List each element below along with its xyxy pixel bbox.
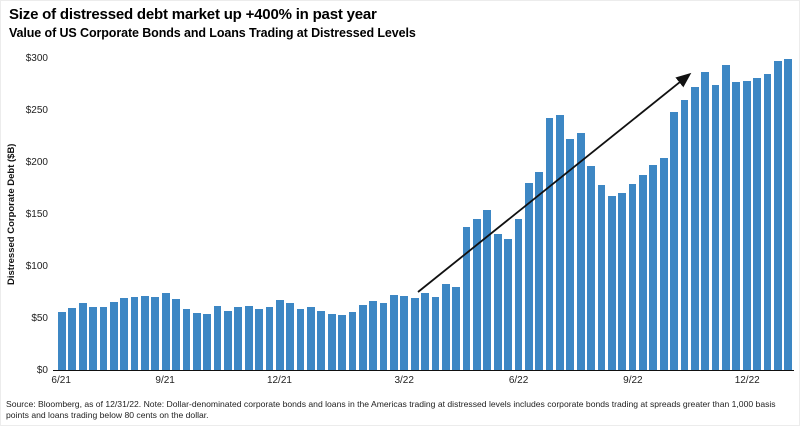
bar xyxy=(732,81,741,370)
trend-arrow-line xyxy=(417,72,692,293)
y-tick-label: $200 xyxy=(25,156,48,168)
bar xyxy=(639,174,647,370)
bar xyxy=(307,306,315,370)
bar xyxy=(58,311,66,370)
bar xyxy=(452,286,461,370)
bar xyxy=(680,99,689,370)
bar xyxy=(358,304,367,370)
bar xyxy=(628,183,637,370)
bar xyxy=(742,80,751,370)
y-tick-label: $100 xyxy=(25,260,48,272)
bar xyxy=(369,301,378,370)
plot-area: 6/21 9/21 12/21 3/22 6/22 9/22 12/22 xyxy=(51,58,794,386)
bar xyxy=(535,172,544,370)
bar xyxy=(587,166,595,370)
bar xyxy=(213,305,222,370)
bar xyxy=(275,300,284,370)
bar xyxy=(99,306,108,370)
y-tick-label: $0 xyxy=(36,364,48,376)
bar xyxy=(504,239,512,370)
bar xyxy=(400,296,409,370)
chart-subtitle: Value of US Corporate Bonds and Loans Tr… xyxy=(9,26,416,40)
bar xyxy=(89,306,97,370)
bar xyxy=(78,303,87,370)
bar xyxy=(670,112,678,370)
bar xyxy=(545,118,554,370)
bar xyxy=(493,233,502,370)
bar xyxy=(234,306,243,370)
bar xyxy=(265,306,274,370)
trend-arrow xyxy=(417,72,692,293)
y-tick-label: $50 xyxy=(31,312,48,324)
bar xyxy=(161,293,170,370)
bar xyxy=(556,115,564,370)
x-tick-label: 12/22 xyxy=(734,375,760,386)
bar xyxy=(711,85,720,370)
x-tick-label: 6/21 xyxy=(51,375,71,386)
bar xyxy=(524,182,533,370)
bar xyxy=(151,297,160,370)
bar xyxy=(483,209,492,370)
bar xyxy=(597,184,606,370)
bar xyxy=(327,313,336,370)
source-note: Source: Bloomberg, as of 12/31/22. Note:… xyxy=(6,399,776,421)
bar xyxy=(421,293,429,370)
x-axis-line xyxy=(53,370,794,371)
y-tick-label: $150 xyxy=(25,208,48,220)
bar xyxy=(566,139,575,370)
y-tick-label: $300 xyxy=(25,52,48,64)
bar xyxy=(473,219,481,370)
bar xyxy=(244,305,253,370)
bar xyxy=(338,314,346,370)
bar xyxy=(753,77,761,370)
bar xyxy=(431,297,440,370)
bar xyxy=(441,283,450,370)
bar xyxy=(141,296,149,370)
bar xyxy=(296,308,305,370)
x-tick-label: 6/22 xyxy=(508,375,529,386)
bar xyxy=(514,219,523,370)
chart-title: Size of distressed debt market up +400% … xyxy=(9,6,377,23)
bar xyxy=(224,310,232,370)
bar xyxy=(192,312,201,370)
bar xyxy=(410,298,419,370)
bar xyxy=(462,226,471,370)
bar xyxy=(618,193,627,370)
bar xyxy=(255,308,263,370)
bar xyxy=(182,308,191,370)
bar xyxy=(659,157,668,370)
bar xyxy=(120,298,129,370)
x-tick-label: 12/21 xyxy=(266,375,292,386)
bar xyxy=(379,303,388,370)
bar xyxy=(172,299,180,370)
bar xyxy=(286,303,295,370)
bar xyxy=(773,61,782,370)
bar xyxy=(690,87,699,370)
bar xyxy=(607,196,616,370)
bar xyxy=(203,313,212,370)
bar xyxy=(649,165,658,370)
bars-container xyxy=(58,58,793,370)
bar xyxy=(68,307,77,370)
x-tick-label: 3/22 xyxy=(394,375,414,386)
bar xyxy=(317,310,326,370)
x-tick-label: 9/22 xyxy=(623,375,643,386)
bar xyxy=(722,65,730,370)
bar xyxy=(109,302,118,370)
bar xyxy=(701,71,710,370)
bar xyxy=(763,73,772,370)
bar xyxy=(130,297,139,370)
bar xyxy=(348,311,357,370)
x-tick-label: 9/21 xyxy=(155,375,175,386)
bar xyxy=(784,59,793,370)
bar xyxy=(390,295,398,370)
bar xyxy=(576,132,585,370)
y-tick-label: $250 xyxy=(25,104,48,116)
